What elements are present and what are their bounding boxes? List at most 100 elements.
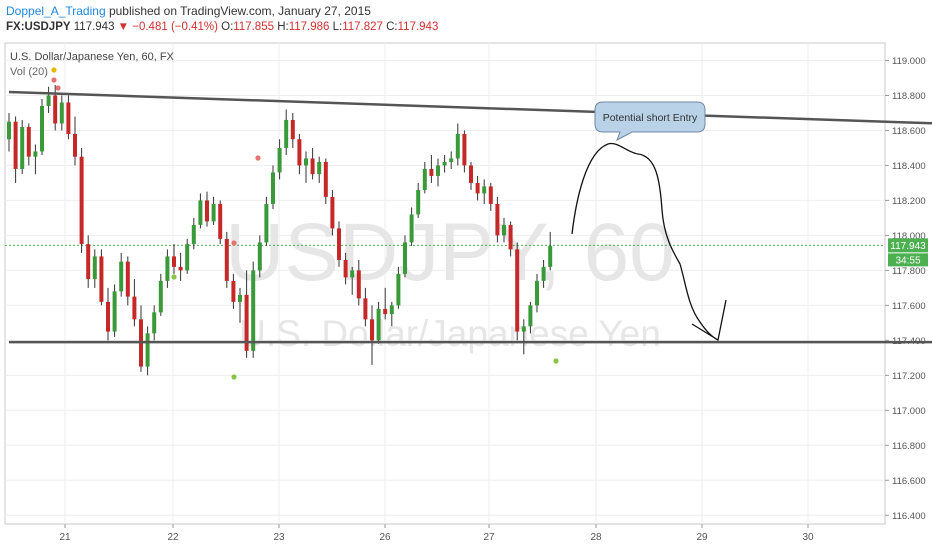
candle-body xyxy=(363,298,368,320)
candle-body xyxy=(238,294,242,302)
candle-body xyxy=(284,119,289,148)
time-axis[interactable]: 21 22 23 26 27 28 29 30 xyxy=(59,524,814,543)
symbol-label[interactable]: FX:USDJPY xyxy=(6,21,71,33)
callout-bubble xyxy=(594,101,706,142)
candle-body xyxy=(224,238,229,281)
resistance-trendline[interactable] xyxy=(8,90,932,146)
candle-body xyxy=(350,270,355,278)
candle-body xyxy=(251,270,256,351)
candle-body xyxy=(205,200,209,222)
volume-markers xyxy=(51,67,559,380)
candle-body xyxy=(317,161,322,175)
candle-body xyxy=(53,95,58,124)
candle-body xyxy=(198,200,203,225)
candle-body xyxy=(73,133,77,157)
callout-text: Potential short Entry xyxy=(603,112,698,124)
candle-body xyxy=(271,172,275,204)
candles xyxy=(7,84,553,376)
candle-body xyxy=(66,102,71,134)
candle-body xyxy=(508,224,513,250)
y-tick-label: 118.200 xyxy=(892,196,926,207)
watermark-symbol: USDJPY, 60 xyxy=(225,207,675,298)
candle-body xyxy=(475,182,480,194)
last-price-tag: 117.943 34:55 xyxy=(888,238,928,267)
candle-body xyxy=(330,196,335,229)
candle-body xyxy=(185,244,190,271)
candle-body xyxy=(264,203,269,243)
author-link[interactable]: Doppel_A_Trading xyxy=(6,4,106,18)
high-value: 117.986 xyxy=(288,21,330,33)
candle-body xyxy=(125,261,130,297)
candle-body xyxy=(521,326,526,332)
candle-body xyxy=(231,280,236,302)
candle-body xyxy=(172,256,176,267)
last-price-tag-bg xyxy=(888,238,928,253)
x-tick-label: 22 xyxy=(167,532,179,543)
y-tick-label: 118.600 xyxy=(892,126,926,137)
candle-body xyxy=(455,133,460,159)
x-tick-label: 27 xyxy=(483,532,495,543)
candle-body xyxy=(59,102,64,124)
candle-body xyxy=(13,121,18,169)
candle-body xyxy=(26,126,31,157)
close-label: C: xyxy=(386,21,398,33)
volume-indicator-label[interactable]: Vol (20) xyxy=(10,66,48,78)
close-value: 117.943 xyxy=(397,21,439,33)
y-tick-label: 116.400 xyxy=(892,511,926,522)
candle-body xyxy=(112,291,117,332)
candle-body xyxy=(191,224,196,245)
price-chart[interactable]: USDJPY, 60 U.S. Dollar/Japanese Yen U.S.… xyxy=(0,40,932,550)
candle-body xyxy=(86,244,91,280)
candle-body xyxy=(290,119,295,140)
published-text: published on TradingView.com, January 27… xyxy=(105,4,371,18)
y-tick-label: 117.800 xyxy=(892,266,926,277)
candle-body xyxy=(79,156,84,245)
y-tick-label: 118.400 xyxy=(892,161,926,172)
open-label: O: xyxy=(221,21,234,33)
candle-body xyxy=(548,245,553,267)
candle-body xyxy=(370,319,374,341)
y-tick-label: 116.800 xyxy=(892,441,926,452)
candle-body xyxy=(132,296,137,320)
y-tick-label: 118.000 xyxy=(892,231,926,242)
candle-body xyxy=(515,249,520,332)
candle-body xyxy=(396,273,401,306)
price-axis[interactable]: 119.000 118.800 118.600 118.400 118.200 118.0… xyxy=(885,56,926,522)
candle-body xyxy=(244,294,249,351)
open-value: 117.855 xyxy=(233,21,274,33)
candle-body xyxy=(403,242,407,274)
high-label: H: xyxy=(277,21,289,33)
candle-body xyxy=(482,186,487,194)
y-tick-label: 117.600 xyxy=(892,301,926,312)
candle-body xyxy=(495,203,500,236)
candle-body xyxy=(383,308,388,315)
candle-body xyxy=(488,186,493,204)
candle-body xyxy=(33,151,38,157)
y-tick-label: 117.000 xyxy=(892,406,926,417)
candle-body xyxy=(502,224,506,236)
publish-line: Doppel_A_Trading published on TradingVie… xyxy=(6,4,371,18)
countdown-tag-bg xyxy=(888,253,928,267)
candle-body xyxy=(462,133,467,166)
callout[interactable]: Potential short Entry xyxy=(594,101,706,142)
candle-body xyxy=(7,121,11,140)
countdown-label: 34:55 xyxy=(895,255,920,266)
candle-body xyxy=(535,280,539,306)
candle-body xyxy=(416,189,421,215)
candle-body xyxy=(323,161,328,197)
candle-body xyxy=(178,266,183,271)
volume-marker xyxy=(51,77,57,83)
candle-body xyxy=(429,168,434,176)
candle-body xyxy=(337,228,341,260)
candle-body xyxy=(158,280,163,313)
candle-body xyxy=(165,256,170,281)
last-price-label: 117.943 xyxy=(890,241,926,252)
chart-title: U.S. Dollar/Japanese Yen, 60, FX xyxy=(10,51,175,63)
candle-body xyxy=(211,203,216,222)
hand-drawn-forecast[interactable] xyxy=(571,142,727,342)
y-tick-label: 117.200 xyxy=(892,371,926,382)
candle-body xyxy=(92,256,97,280)
candle-body xyxy=(152,312,157,334)
candle-body xyxy=(20,126,25,169)
candle-body xyxy=(304,158,308,166)
